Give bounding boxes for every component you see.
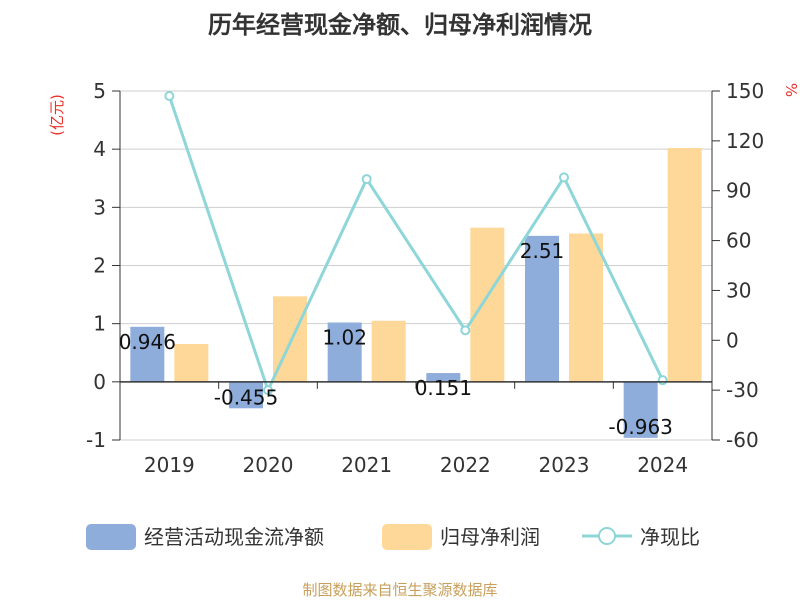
chart-title: 历年经营现金净额、归母净利润情况 — [208, 11, 592, 39]
line-point — [263, 385, 273, 396]
legend: 经营活动现金流净额 归母净利润 净现比 — [86, 524, 700, 550]
line-point — [657, 375, 668, 386]
right-tick-label: 90 — [726, 179, 751, 203]
category-label: 2023 — [539, 453, 590, 477]
right-tick-label: 60 — [726, 229, 751, 253]
left-tick-label: 5 — [93, 79, 106, 103]
category-label: 2022 — [440, 453, 491, 477]
right-tick-label: 30 — [726, 278, 751, 302]
left-tick-label: 4 — [93, 137, 106, 161]
legend-label: 净现比 — [640, 525, 700, 549]
data-label: -0.455 — [214, 385, 278, 409]
bar — [667, 148, 702, 382]
right-tick-label: 150 — [726, 79, 764, 103]
legend-label: 归母净利润 — [440, 525, 540, 549]
bar — [174, 344, 209, 382]
left-tick-label: -1 — [86, 428, 106, 452]
left-tick-label: 0 — [93, 370, 106, 394]
category-label: 2020 — [243, 453, 294, 477]
source-note: 制图数据来自恒生聚源数据库 — [302, 581, 497, 599]
line-point — [164, 90, 175, 101]
bar — [569, 233, 603, 382]
left-tick-label: 2 — [93, 254, 106, 278]
line-series — [164, 90, 668, 396]
bar — [426, 373, 461, 382]
data-label: -0.963 — [608, 415, 672, 439]
bar — [371, 320, 406, 382]
right-tick-label: 120 — [726, 129, 764, 153]
category-label: 2019 — [144, 453, 195, 477]
bar — [229, 381, 263, 409]
axes: -1 0 1 2 3 4 5 -60 -30 0 30 60 90 120 150 2019 2020 2021 2… — [86, 79, 764, 477]
line-point — [460, 325, 471, 336]
grid — [120, 90, 712, 441]
left-tick-label: 3 — [93, 195, 106, 219]
right-axis-unit: % — [782, 83, 800, 97]
data-label: 0.946 — [119, 330, 176, 354]
line-point — [559, 172, 569, 183]
data-label: 0.151 — [415, 376, 472, 400]
bar — [525, 235, 559, 382]
data-label: 1.02 — [322, 326, 367, 350]
right-tick-label: -30 — [726, 378, 759, 402]
data-label: 2.51 — [520, 239, 565, 263]
bar — [130, 326, 165, 382]
legend-label: 经营活动现金流净额 — [144, 525, 324, 549]
left-tick-label: 1 — [93, 312, 106, 336]
line-series-path — [167, 95, 665, 395]
legend-marker — [598, 527, 616, 545]
category-label: 2021 — [341, 453, 392, 477]
legend-swatch — [86, 524, 136, 550]
data-labels: 0.946 -0.455 1.02 0.151 2.51 -0.963 — [119, 239, 673, 439]
left-axis-unit: (亿元) — [48, 94, 66, 136]
bar — [623, 381, 658, 438]
legend-swatch — [382, 524, 432, 550]
right-tick-label: 0 — [726, 328, 739, 352]
category-label: 2024 — [637, 453, 688, 477]
right-tick-label: -60 — [726, 428, 759, 452]
bar — [327, 322, 362, 382]
bars — [130, 148, 702, 438]
bar — [470, 227, 505, 382]
line-point — [361, 174, 372, 185]
